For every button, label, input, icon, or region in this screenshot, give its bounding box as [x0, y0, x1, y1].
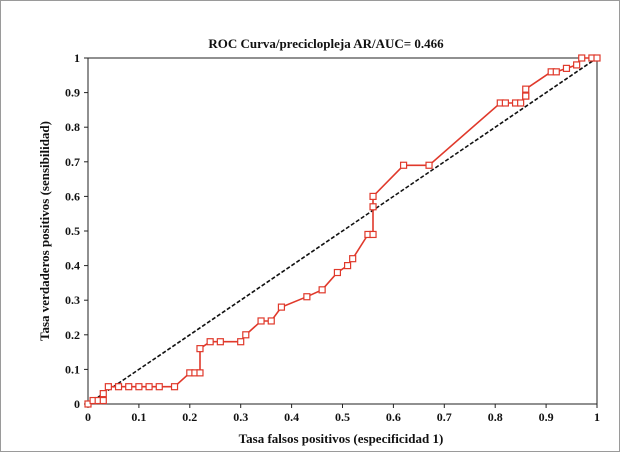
roc-point-marker — [522, 92, 530, 100]
x-axis-label: Tasa falsos positivos (especificidad 1) — [239, 431, 444, 446]
y-tick-label: 0.8 — [65, 120, 80, 134]
roc-point-marker — [196, 369, 204, 377]
x-tick-label: 0.1 — [131, 410, 146, 424]
y-tick-label: 0.1 — [65, 362, 80, 376]
ticks: 0 0.1 0.2 0.3 0.4 0.5 0.6 0.7 0.8 0.9 1 0 0.1 0.2 0.3 0… — [65, 51, 600, 424]
roc-point-marker — [104, 383, 112, 391]
roc-point-marker — [318, 286, 326, 294]
roc-point-marker — [155, 383, 163, 391]
roc-point-marker — [593, 54, 601, 62]
x-tick-label: 0.6 — [386, 410, 401, 424]
x-tick-label: 0.5 — [335, 410, 350, 424]
y-tick-label: 0.9 — [65, 86, 80, 100]
roc-point-marker — [562, 64, 571, 72]
y-tick-label: 0.5 — [65, 224, 80, 238]
roc-point-marker — [573, 61, 581, 69]
roc-point-marker — [145, 383, 153, 391]
roc-point-marker — [349, 255, 357, 263]
roc-point-marker — [99, 390, 107, 398]
roc-point-marker — [425, 161, 433, 169]
y-tick-label: 0.7 — [65, 155, 80, 169]
roc-point-marker — [369, 230, 377, 239]
roc-point-marker — [257, 317, 265, 325]
x-tick-label: 0.4 — [284, 410, 299, 424]
y-tick-label: 0.6 — [65, 189, 80, 203]
roc-point-marker — [369, 203, 377, 211]
roc-point-marker — [517, 99, 525, 107]
roc-point-marker — [303, 293, 311, 301]
roc-point-marker — [333, 268, 342, 277]
roc-point-marker — [114, 383, 123, 391]
y-tick-label: 0 — [74, 397, 80, 411]
y-tick-label: 1 — [74, 51, 80, 65]
roc-point-marker — [135, 383, 143, 391]
roc-point-marker — [369, 192, 377, 200]
x-tick-label: 1 — [594, 410, 600, 424]
roc-point-marker — [343, 262, 352, 270]
y-axis-label: Tasa verdaderos positivos (sensibilidad) — [37, 121, 52, 341]
roc-point-marker — [501, 99, 509, 107]
x-tick-label: 0.2 — [182, 410, 197, 424]
roc-point-marker — [216, 338, 224, 346]
x-tick-label: 0.3 — [233, 410, 248, 424]
x-tick-label: 0.8 — [488, 410, 503, 424]
x-tick-label: 0 — [85, 410, 91, 424]
roc-point-marker — [552, 68, 560, 76]
roc-point-marker — [206, 338, 214, 346]
roc-point-marker — [170, 383, 179, 391]
y-tick-label: 0.2 — [65, 328, 80, 342]
chart-title: ROC Curva/preciclopleja AR/AUC= 0.466 — [208, 36, 444, 51]
y-tick-label: 0.4 — [65, 259, 80, 273]
y-tick-label: 0.3 — [65, 293, 80, 307]
x-tick-label: 0.7 — [437, 410, 452, 424]
reference-diagonal-line — [87, 57, 598, 405]
roc-point-marker — [237, 338, 245, 346]
x-tick-label: 0.9 — [539, 410, 554, 424]
roc-point-marker — [125, 383, 133, 391]
roc-point-marker — [267, 317, 275, 325]
plot-area — [84, 54, 601, 408]
roc-point-marker — [196, 345, 204, 353]
roc-point-marker — [242, 331, 250, 339]
roc-point-marker — [277, 303, 286, 311]
roc-point-marker — [578, 54, 586, 62]
roc-point-marker — [399, 161, 408, 169]
roc-point-marker — [522, 85, 530, 93]
roc-point-marker — [99, 396, 107, 405]
